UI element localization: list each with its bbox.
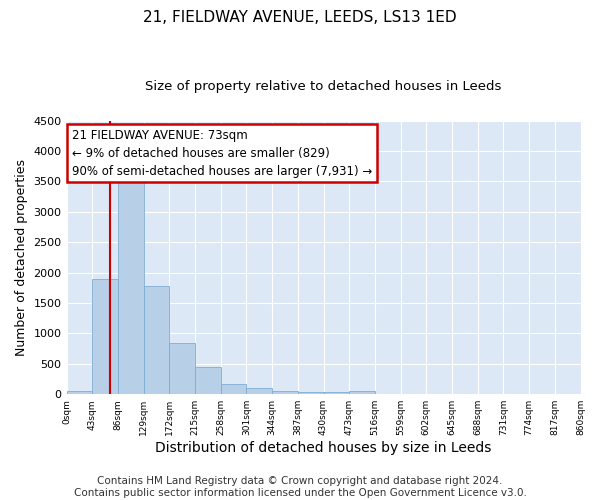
Bar <box>143 286 169 394</box>
Bar <box>298 392 323 394</box>
Bar <box>272 391 298 394</box>
Y-axis label: Number of detached properties: Number of detached properties <box>15 159 28 356</box>
Bar <box>67 391 92 394</box>
Bar <box>169 342 195 394</box>
Text: Contains HM Land Registry data © Crown copyright and database right 2024.
Contai: Contains HM Land Registry data © Crown c… <box>74 476 526 498</box>
Bar <box>195 367 221 394</box>
Bar <box>247 388 272 394</box>
Bar <box>92 278 118 394</box>
Bar <box>323 392 349 394</box>
Text: 21 FIELDWAY AVENUE: 73sqm
← 9% of detached houses are smaller (829)
90% of semi-: 21 FIELDWAY AVENUE: 73sqm ← 9% of detach… <box>71 129 372 178</box>
X-axis label: Distribution of detached houses by size in Leeds: Distribution of detached houses by size … <box>155 441 492 455</box>
Bar <box>349 391 375 394</box>
Text: 21, FIELDWAY AVENUE, LEEDS, LS13 1ED: 21, FIELDWAY AVENUE, LEEDS, LS13 1ED <box>143 10 457 25</box>
Bar <box>118 182 143 394</box>
Bar <box>221 384 247 394</box>
Title: Size of property relative to detached houses in Leeds: Size of property relative to detached ho… <box>145 80 502 93</box>
